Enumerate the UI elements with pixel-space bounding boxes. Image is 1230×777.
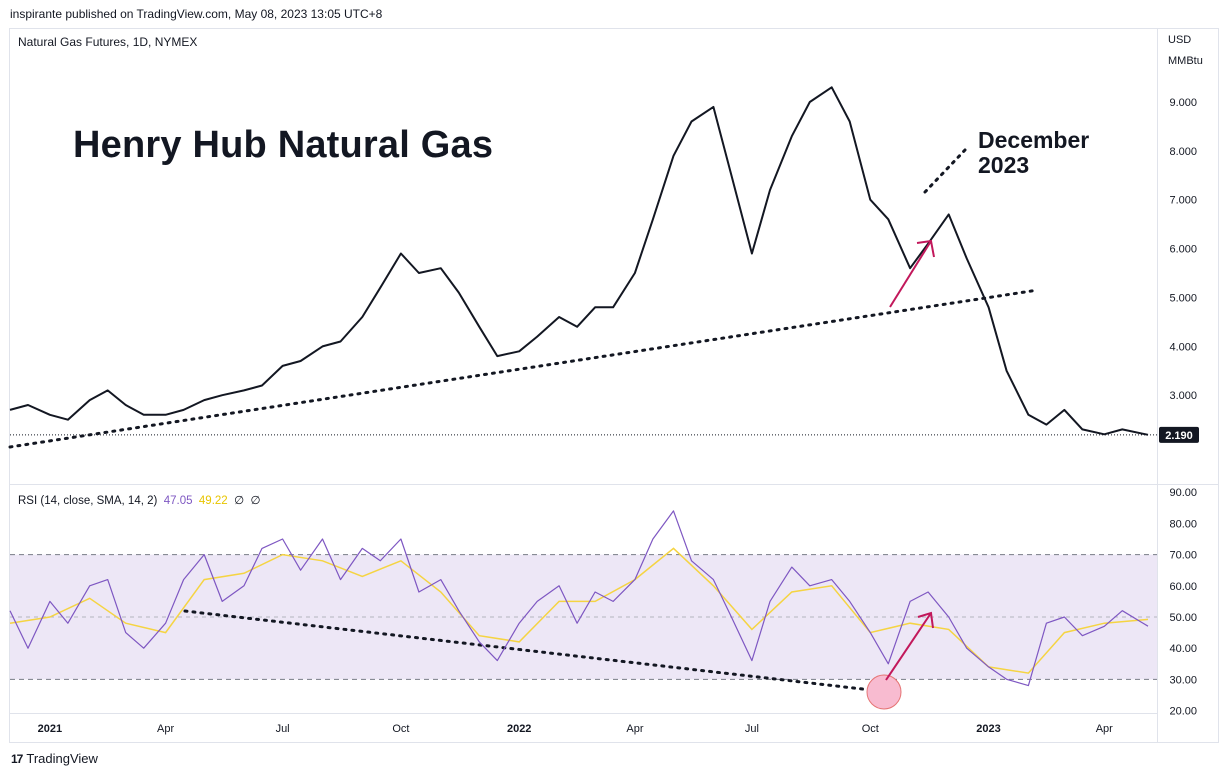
time-tick-label: Oct	[862, 723, 879, 735]
price-tick-label: 8.000	[1169, 146, 1197, 158]
price-series-line	[9, 86, 1149, 436]
tradingview-mark-icon: 17	[11, 751, 23, 766]
last-price-badge: 2.190	[1159, 426, 1199, 443]
callout-line1: December	[978, 127, 1090, 153]
chart-frame	[9, 28, 1219, 743]
time-tick-label: 2022	[507, 723, 531, 735]
rsi-sma-line	[9, 547, 1149, 674]
publisher-line: inspirante published on TradingView.com,…	[10, 7, 383, 21]
rsi-band	[10, 554, 1157, 680]
callout-annotation[interactable]: December 2023	[978, 128, 1089, 178]
rsi-tick-label: 20.00	[1169, 706, 1197, 718]
time-tick-label: Jul	[745, 723, 759, 735]
trendline-december[interactable]	[923, 148, 967, 194]
rsi-tick-label: 80.00	[1169, 518, 1197, 530]
time-tick-label: Oct	[392, 723, 409, 735]
rsi-tick-label: 90.00	[1169, 487, 1197, 499]
price-tick-label: 7.000	[1169, 195, 1197, 207]
callout-line2: 2023	[978, 152, 1030, 178]
time-tick-label: Apr	[1096, 723, 1113, 735]
rsi-legend-label: RSI (14, close, SMA, 14, 2)	[18, 495, 158, 507]
rsi-legend-extra2: ∅	[250, 495, 261, 507]
rsi-legend-extra1: ∅	[234, 495, 245, 507]
price-tick-label: 4.000	[1169, 341, 1197, 353]
trendline-uptrend[interactable]	[8, 288, 1040, 449]
symbol-title[interactable]: Natural Gas Futures, 1D, NYMEX	[18, 35, 198, 49]
price-y-axis: 3.000 4.000 5.000 6.000 7.000 8.000 9.000	[1169, 97, 1197, 402]
time-tick-label: Jul	[276, 723, 290, 735]
time-tick-label: 2021	[38, 723, 62, 735]
price-tick-label: 3.000	[1169, 390, 1197, 402]
rsi-trendline[interactable]	[183, 609, 899, 695]
time-tick-label: Apr	[157, 723, 174, 735]
price-tick-label: 9.000	[1169, 97, 1197, 109]
price-tick-label: 6.000	[1169, 244, 1197, 256]
rsi-arrow[interactable]	[885, 611, 934, 681]
rsi-legend-value: 47.05	[163, 495, 193, 507]
rsi-tick-label: 60.00	[1169, 581, 1197, 593]
rsi-series-line	[9, 510, 1149, 687]
rsi-legend[interactable]: RSI (14, close, SMA, 14, 2) 47.05 49.22 …	[18, 493, 261, 507]
currency-label: USD	[1168, 34, 1192, 46]
time-tick-label: Apr	[626, 723, 643, 735]
unit-label: MMBtu	[1168, 55, 1203, 67]
rsi-y-axis: 20.00 30.00 40.00 50.00 60.00 70.00 80.00 90.00	[1169, 487, 1197, 717]
last-price-label: 2.190	[1165, 430, 1193, 442]
rsi-level-lines	[10, 554, 1157, 680]
rsi-tick-label: 30.00	[1169, 674, 1197, 686]
headline-annotation[interactable]: Henry Hub Natural Gas	[73, 124, 494, 166]
tradingview-brand: TradingView	[26, 751, 98, 766]
time-axis: 2021 Apr Jul Oct 2022 Apr Jul Oct 2023 Apr	[38, 723, 1114, 735]
rsi-legend-sma-value: 49.22	[198, 495, 228, 507]
price-tick-label: 5.000	[1169, 292, 1197, 304]
time-tick-label: 2023	[976, 723, 1000, 735]
tradingview-logo[interactable]: 17 TradingView	[11, 751, 98, 766]
rsi-tick-label: 70.00	[1169, 550, 1197, 562]
rsi-tick-label: 40.00	[1169, 643, 1197, 655]
rsi-tick-label: 50.00	[1169, 612, 1197, 624]
price-arrow[interactable]	[889, 239, 935, 308]
rsi-highlight-circle[interactable]	[866, 674, 902, 710]
